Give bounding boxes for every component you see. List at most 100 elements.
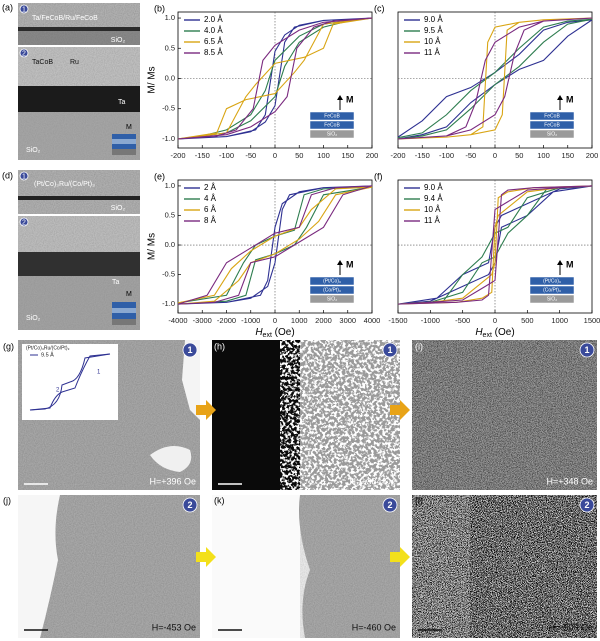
panel-j: (j) 2 H=-453 Oe: [3, 495, 200, 638]
panel-label: (c): [374, 3, 385, 13]
hysteresis-loop: [177, 17, 373, 140]
panel-i: (i) 1 H=+348 Oe: [412, 340, 597, 490]
x-tick-label: 1500: [584, 316, 600, 325]
legend-label: 9.0 Å: [424, 183, 443, 192]
x-tick-label: 0: [273, 151, 277, 160]
layer: [18, 252, 140, 276]
inset-arrowhead: [557, 95, 563, 100]
x-tick-label: 50: [515, 151, 523, 160]
layer: [112, 319, 136, 325]
layer-label: TaCoB: [32, 59, 53, 66]
x-tick-label: 50: [295, 151, 303, 160]
chart: -4000 -3000 -2000 -1000 0 1000 2000 3000 4000 -1.…: [147, 171, 381, 338]
panel-label: (l): [415, 495, 423, 505]
marker-text: 2: [22, 50, 26, 57]
y-axis-label: M/ Ms: [147, 233, 158, 260]
arrow: [196, 400, 216, 420]
x-tick-label: -3000: [193, 316, 212, 325]
legend-label: 10 Å: [424, 37, 441, 46]
inset-arrowhead: [337, 260, 343, 265]
x-tick-label: 2000: [315, 316, 332, 325]
x-tick-label: -150: [415, 151, 430, 160]
stack-label: (Pt/Co)₃Ru/(Co/Pt)₃: [34, 181, 95, 188]
legend-label: 8 Å: [204, 216, 217, 225]
x-tick-label: 1000: [551, 316, 568, 325]
step-text: 2: [187, 500, 192, 510]
inset-layer: [309, 285, 355, 295]
panel-l: (l) 2 H=-500 Oe: [412, 495, 597, 638]
chart: -1500 -1000 -500 0 500 1000 1500 (f) Hext (Oe) 9.…: [374, 171, 600, 338]
substrate-label: SiO₂: [111, 37, 126, 44]
x-tick-label: -150: [195, 151, 210, 160]
y-tick-label: -0.5: [162, 270, 175, 279]
hysteresis-loop: [397, 19, 593, 140]
hysteresis-loop: [177, 186, 373, 305]
texture: [18, 170, 140, 214]
x-tick-label: 150: [341, 151, 354, 160]
layer: [112, 313, 136, 319]
stack-label: Ta/FeCoB/Ru/FeCoB: [32, 15, 98, 22]
arrow: [390, 400, 410, 420]
chart: -200 -150 -100 -50 0 50 100 150 200 (c) 9.0 Å 9.5 Å…: [374, 3, 598, 160]
x-tick-label: 200: [586, 151, 599, 160]
y-tick-label: -1.0: [162, 299, 175, 308]
inset-layer: [529, 294, 575, 304]
legend-label: 9.5 Å: [424, 26, 443, 35]
texture: [470, 495, 597, 638]
layer: [112, 302, 136, 308]
y-tick-label: 1.0: [165, 13, 175, 22]
hysteresis-loop: [397, 18, 593, 140]
hysteresis-loop: [177, 185, 373, 305]
x-tick-label: 0: [273, 316, 277, 325]
x-tick-label: 4000: [364, 316, 381, 325]
layer: [112, 149, 136, 155]
y-tick-label: 0.0: [165, 240, 175, 249]
panel-label: (a): [2, 2, 13, 12]
x-tick-label: 100: [537, 151, 550, 160]
step-text: 2: [387, 500, 392, 510]
domain: [182, 340, 200, 420]
x-tick-label: -500: [455, 316, 470, 325]
inset-layer-label: (Pt/Co)₃: [543, 279, 561, 285]
field-label: H=+396 Oe: [149, 476, 196, 486]
x-tick-label: 3000: [339, 316, 356, 325]
x-tick-label: -200: [170, 151, 185, 160]
layer-label: Ta: [112, 279, 120, 286]
inset-label: M: [566, 94, 574, 104]
chart: -200 -150 -100 -50 0 50 100 150 200 -1.0 -0.5 0.0 0.…: [147, 3, 379, 160]
x-label-symbol: H: [255, 327, 263, 338]
x-tick-label: -1500: [388, 316, 407, 325]
y-tick-label: 0.0: [165, 73, 175, 82]
x-tick-label: -100: [219, 151, 234, 160]
x-tick-label: -1000: [241, 316, 260, 325]
inset-layer-label: SiO₂: [547, 297, 557, 303]
layer: [112, 134, 136, 139]
inset-layer: [529, 111, 575, 121]
layer-inset: M: [112, 124, 136, 155]
panel-g: (Pt/Co)₃Ru/(Co/Pt)₃ 9.5 Å 1 2 (g) 1 H=+3…: [3, 340, 200, 490]
x-tick-label: 1000: [291, 316, 308, 325]
inset-layer: [309, 120, 355, 130]
field-label: H=+384 Oe: [349, 476, 396, 486]
arrow: [390, 547, 410, 567]
panel-label: (g): [3, 341, 14, 351]
texture: [300, 495, 400, 638]
x-tick-label: -1000: [421, 316, 440, 325]
layer: [18, 27, 140, 31]
moment-label: M: [126, 124, 132, 131]
x-tick-label: -50: [465, 151, 476, 160]
step-marker: [382, 342, 398, 358]
y-tick-label: 1.0: [165, 181, 175, 190]
legend-label: 4.0 Å: [204, 26, 223, 35]
inset-layer: [309, 294, 355, 304]
inset-arrowhead: [557, 260, 563, 265]
inset-layer: [309, 129, 355, 139]
layer-label: Ru: [70, 59, 79, 66]
field-label: H=-500 Oe: [549, 622, 593, 632]
x-tick-label: -4000: [168, 316, 187, 325]
inset-title: (Pt/Co)₃Ru/(Co/Pt)₃: [26, 345, 70, 351]
panel-h: (h) 1 H=+384 Oe: [212, 340, 400, 490]
layer: [112, 144, 136, 149]
inset-layer-label: FeCoB: [324, 123, 340, 129]
